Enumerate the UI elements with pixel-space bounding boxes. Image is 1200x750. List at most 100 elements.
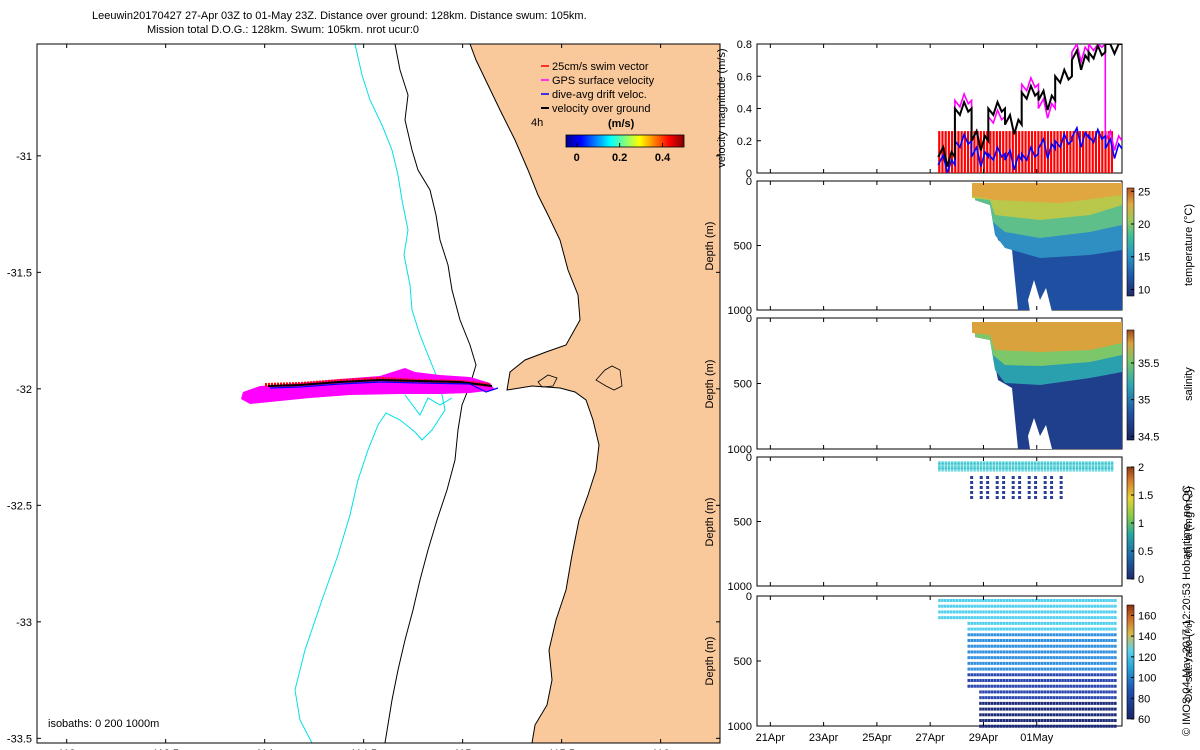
chla-sample (1062, 465, 1066, 469)
chla-sample (1088, 461, 1091, 464)
oxygen-sample (1061, 696, 1064, 700)
oxygen-sample (1023, 644, 1026, 648)
oxygen-sample (1078, 684, 1082, 688)
oxygen-sample (1046, 621, 1050, 625)
chla-sample (1098, 467, 1101, 471)
chla-sample (986, 462, 989, 466)
oxygen-sample (1096, 684, 1100, 688)
oxygen-sample (1070, 604, 1073, 608)
oxygen-sample (1102, 656, 1105, 660)
oxygen-sample (1002, 696, 1006, 700)
oxygen-sample (1078, 690, 1082, 694)
oxygen-sample (993, 610, 997, 614)
oxygen-sample (1026, 661, 1029, 665)
oxygen-sample (990, 650, 994, 654)
oxygen-sample (1017, 673, 1020, 677)
speed-colorbar-tick-label: 0.2 (612, 152, 627, 164)
panel-ytick-label: 0.2 (737, 136, 752, 148)
oxygen-sample (990, 679, 994, 683)
oxygen-sample (1040, 690, 1044, 694)
chla-sample (986, 496, 990, 499)
chla-sample (1056, 464, 1059, 467)
oxygen-sample (941, 616, 944, 620)
oxygen-sample (1064, 644, 1067, 648)
chla-sample (989, 467, 992, 471)
oxygen-sample (967, 639, 971, 643)
oxygen-sample (1075, 690, 1079, 694)
oxygen-sample (1034, 656, 1038, 660)
oxygen-sample (990, 684, 994, 688)
oxygen-cbar-tick-label: 100 (1138, 673, 1156, 685)
oxygen-sample (1002, 656, 1006, 660)
oxygen-sample (970, 599, 974, 602)
oxygen-sample (1102, 627, 1105, 631)
oxygen-sample (1017, 616, 1020, 620)
oxygen-sample (996, 684, 1000, 688)
oxygen-sample (1049, 724, 1053, 728)
chla-sample (1107, 469, 1111, 472)
oxygen-sample (1043, 633, 1047, 637)
chla-sample (1069, 464, 1072, 467)
swim-vector-bar (1050, 131, 1053, 173)
oxygen-sample (1102, 684, 1105, 688)
oxygen-sample (1058, 656, 1061, 660)
oxygen-cbar-tick-label: 140 (1138, 631, 1156, 643)
oxygen-sample (999, 610, 1003, 614)
oxygen-ylabel: Depth (m) (704, 637, 716, 686)
oxygen-sample (979, 656, 982, 660)
swim-vector-bar (1059, 131, 1062, 173)
chla-sample (944, 469, 948, 472)
oxygen-sample (1061, 707, 1064, 711)
oxygen-sample (982, 661, 985, 665)
chla-sample (970, 461, 973, 464)
oxygen-sample (982, 679, 985, 683)
swim-vector-bar (1021, 131, 1024, 173)
oxygen-sample (1005, 656, 1009, 660)
chla-sample (1050, 491, 1054, 494)
oxygen-sample (1093, 713, 1097, 717)
chla-sample (1075, 462, 1079, 466)
oxygen-sample (1108, 696, 1111, 700)
oxygen-sample (1023, 696, 1026, 700)
oxygen-sample (1087, 696, 1091, 700)
swim-vector-bar (1062, 131, 1066, 173)
oxygen-sample (1052, 621, 1056, 625)
oxygen-sample (1037, 650, 1041, 654)
chla-sample (1072, 469, 1075, 472)
oxygen-sample (955, 599, 959, 602)
oxygen-sample (973, 667, 976, 671)
oxygen-sample (1002, 707, 1006, 711)
oxygen-sample (967, 633, 971, 637)
oxygen-sample (1029, 627, 1032, 631)
oxygen-sample (982, 701, 985, 705)
oxygen-sample (1111, 616, 1114, 620)
oxygen-sample (1084, 690, 1088, 694)
oxygen-sample (1020, 610, 1023, 614)
oxygen-sample (976, 644, 979, 648)
chla-sample (1037, 462, 1040, 466)
oxygen-sample (1099, 701, 1102, 705)
oxygen-sample (1087, 724, 1091, 728)
oxygen-sample (976, 627, 979, 631)
oxygen-sample (1072, 604, 1076, 608)
oxygen-sample (1034, 701, 1038, 705)
oxygen-sample (1008, 701, 1012, 705)
oxygen-sample (1072, 679, 1076, 683)
chla-sample (1107, 462, 1111, 466)
oxygen-sample (1114, 719, 1117, 723)
chla-sample (1101, 465, 1104, 469)
oxygen-sample (1023, 599, 1026, 602)
oxygen-sample (1096, 690, 1100, 694)
oxygen-sample (1084, 673, 1088, 677)
chla-sample (966, 467, 970, 471)
chla-sample (1110, 461, 1114, 464)
oxygen-sample (1031, 650, 1035, 654)
oxygen-sample (990, 610, 994, 614)
oxygen-sample (1026, 599, 1029, 602)
oxygen-sample (1064, 621, 1067, 625)
oxygen-sample (1031, 639, 1035, 643)
chla-sample (950, 462, 954, 466)
chla-sample (1008, 469, 1012, 472)
oxygen-sample (1105, 679, 1108, 683)
